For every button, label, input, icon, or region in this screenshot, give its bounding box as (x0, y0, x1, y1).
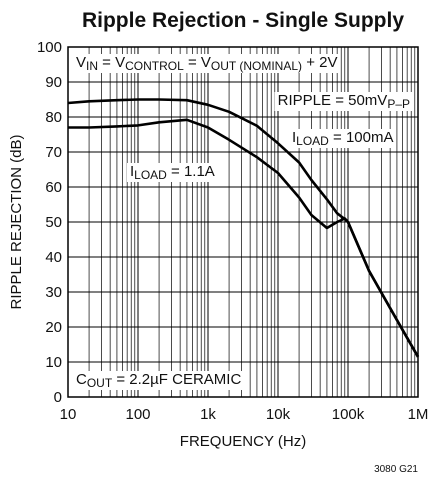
annotation-run: = 1.1A (167, 163, 215, 180)
annotation-run: CONTROL (125, 59, 184, 73)
series-line (68, 118, 420, 358)
annotation-run: = 100mA (329, 129, 394, 146)
annotation-run: LOAD (296, 134, 329, 148)
annotation-text: ILOAD = 100mA (292, 129, 393, 148)
annotation-text: ILOAD = 1.1A (130, 163, 215, 182)
y-tick-label: 60 (45, 179, 62, 196)
x-tick-label: 100k (332, 406, 365, 423)
y-tick-label: 10 (45, 354, 62, 371)
y-tick-label: 100 (37, 39, 62, 56)
annotation-run: RIPPLE = 50mV (278, 92, 388, 109)
x-tick-label: 10k (266, 406, 291, 423)
y-tick-label: 70 (45, 144, 62, 161)
y-tick-label: 0 (54, 389, 62, 406)
annotation-run: OUT (87, 376, 113, 390)
footnote: 3080 G21 (374, 464, 418, 475)
annotation-run: IN (86, 59, 98, 73)
x-tick-label: 1k (200, 406, 216, 423)
annotation: ILOAD = 1.1A (127, 163, 218, 182)
annotation-text: VIN = VCONTROL = VOUT (NOMINAL) + 2V (76, 54, 337, 73)
plot-frame (67, 46, 419, 398)
y-tick-label: 90 (45, 74, 62, 91)
annotation: RIPPLE = 50mVP–P (274, 92, 413, 111)
y-tick-label: 40 (45, 249, 62, 266)
x-tick-label: 100 (125, 406, 150, 423)
annotation-bg (73, 54, 341, 73)
annotation-run: + 2V (302, 54, 337, 71)
y-tick-label: 30 (45, 284, 62, 301)
annotation-run: C (76, 371, 87, 388)
annotation-run: OUT (NOMINAL) (211, 59, 302, 73)
annotation-run: V (76, 54, 86, 71)
annotation-run: I (292, 129, 296, 146)
annotation-run: I (130, 163, 134, 180)
annotation: VIN = VCONTROL = VOUT (NOMINAL) + 2V (73, 54, 341, 73)
y-tick-label: 50 (45, 214, 62, 231)
x-axis-label: FREQUENCY (Hz) (180, 433, 306, 450)
x-tick-label: 1M (408, 406, 429, 423)
annotation: ILOAD = 100mA (289, 129, 397, 148)
annotation-run: = V (98, 54, 125, 71)
annotation-run: = V (184, 54, 211, 71)
annotation-bg (289, 129, 397, 148)
annotation-text: COUT = 2.2µF CERAMIC (76, 371, 241, 390)
annotation-bg (274, 92, 413, 111)
annotation: COUT = 2.2µF CERAMIC (73, 371, 245, 390)
y-tick-label: 20 (45, 319, 62, 336)
annotation-run: P–P (387, 97, 410, 111)
y-axis-label: RIPPLE REJECTION (dB) (8, 134, 25, 309)
annotation-bg (73, 371, 245, 390)
annotation-run: LOAD (134, 168, 167, 182)
annotation-run: = 2.2µF CERAMIC (112, 371, 241, 388)
chart-title: Ripple Rejection - Single Supply (82, 9, 404, 32)
x-tick-label: 10 (60, 406, 77, 423)
annotation-text: RIPPLE = 50mVP–P (278, 92, 410, 111)
annotation-bg (127, 163, 218, 182)
y-tick-label: 80 (45, 109, 62, 126)
